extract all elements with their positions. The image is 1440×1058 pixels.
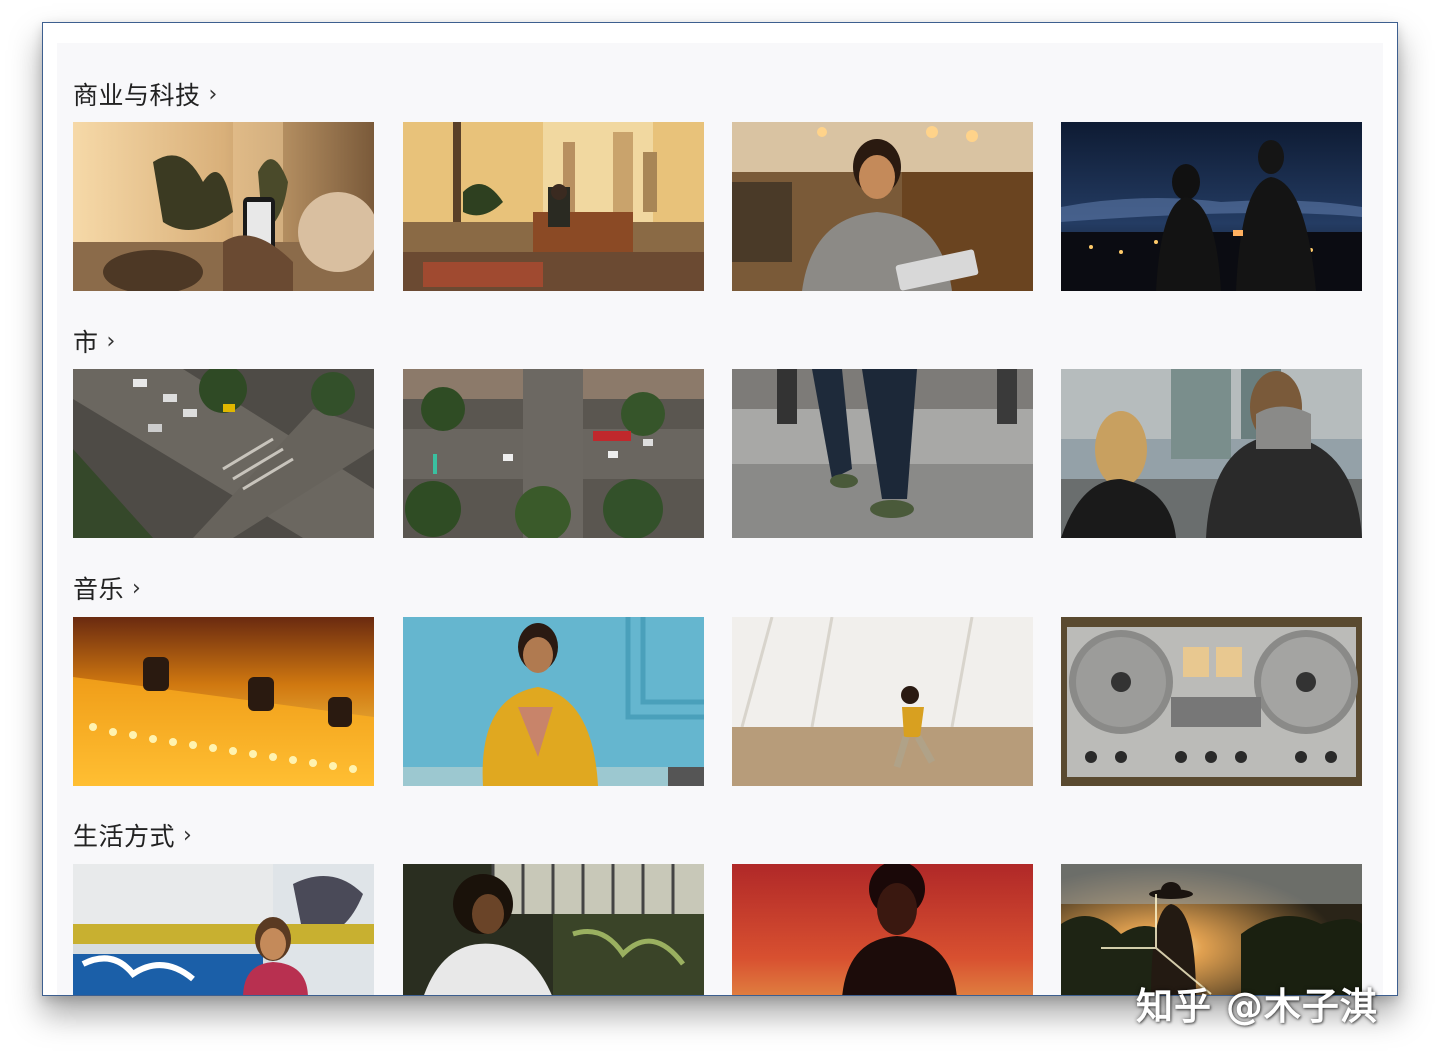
section-title-city[interactable]: 市 ›	[73, 324, 116, 358]
section-title-text: 生活方式	[73, 822, 176, 851]
thumb-aerial-intersection[interactable]	[73, 369, 374, 538]
thumb-woman-tablet-cafe[interactable]	[732, 122, 1033, 291]
thumb-graffiti-woman[interactable]	[73, 864, 374, 995]
section-title-text: 音乐	[73, 575, 125, 604]
section-title-music[interactable]: 音乐 ›	[73, 571, 141, 605]
thumb-stage-lights[interactable]	[73, 617, 374, 786]
chevron-right-icon: ›	[106, 328, 116, 354]
section-title-text: 商业与科技	[73, 81, 201, 110]
chevron-right-icon: ›	[132, 575, 142, 601]
thumb-walking-legs[interactable]	[732, 369, 1033, 538]
section-title-text: 市	[73, 328, 99, 357]
thumb-cowboy-sunset[interactable]	[1061, 864, 1362, 995]
thumb-dancer[interactable]	[732, 617, 1033, 786]
video-category-page: 商业与科技 ›	[57, 43, 1383, 995]
thumb-reel-to-reel[interactable]	[1061, 617, 1362, 786]
chevron-right-icon: ›	[208, 81, 218, 107]
chevron-right-icon: ›	[183, 822, 193, 848]
section-title-business-tech[interactable]: 商业与科技 ›	[73, 77, 218, 111]
app-window: 商业与科技 ›	[42, 22, 1398, 996]
thumb-vr-living-room[interactable]	[403, 122, 704, 291]
thumb-man-graffiti-room[interactable]	[403, 864, 704, 995]
thumb-night-rooftop-phones[interactable]	[1061, 122, 1362, 291]
thumb-phone-on-couch[interactable]	[73, 122, 374, 291]
section-title-lifestyle[interactable]: 生活方式 ›	[73, 818, 192, 852]
watermark-text: 知乎 @木子淇	[1136, 985, 1378, 1028]
thumb-man-red-sunset[interactable]	[732, 864, 1033, 995]
thumb-woman-yellow-shirt[interactable]	[403, 617, 704, 786]
thumb-aerial-avenue[interactable]	[403, 369, 704, 538]
thumb-couple-city[interactable]	[1061, 369, 1362, 538]
